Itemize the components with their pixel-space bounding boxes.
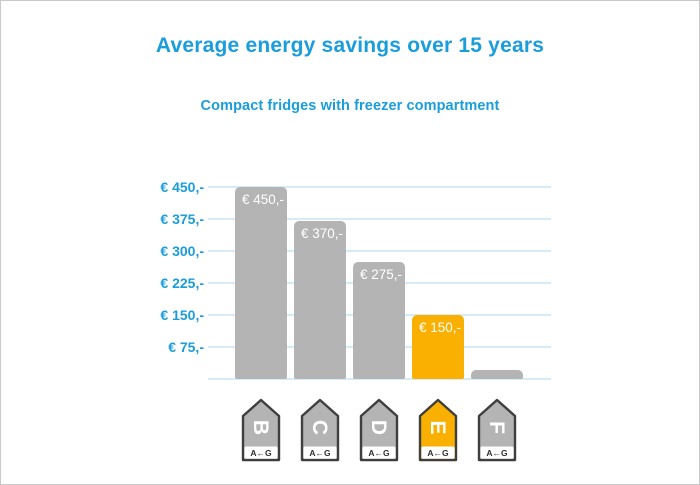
energy-class-label-B: B A←G xyxy=(240,397,282,463)
energy-scale-a-to-g-text: A←G xyxy=(368,448,390,458)
energy-class-letter: B xyxy=(249,420,272,435)
energy-class-label-E: E A←G xyxy=(417,397,459,463)
energy-class-label-F: F A←G xyxy=(476,397,518,463)
bar-B: € 450,- xyxy=(235,187,287,379)
bar-value-label: € 370,- xyxy=(301,226,344,241)
y-axis-tick-label: € 75,- xyxy=(168,339,204,355)
gridline xyxy=(208,378,551,380)
energy-scale-a-to-g-text: A←G xyxy=(309,448,331,458)
energy-scale-a-to-g-text: A←G xyxy=(427,448,449,458)
page-title: Average energy savings over 15 years xyxy=(155,34,545,57)
bar-C: € 370,- xyxy=(294,221,346,379)
energy-class-letter: E xyxy=(426,420,449,434)
y-axis-tick-label: € 225,- xyxy=(160,275,204,291)
gridline xyxy=(208,186,551,188)
gridline xyxy=(208,250,551,252)
bar-value-label: € 150,- xyxy=(419,320,462,335)
energy-class-label-C: C A←G xyxy=(299,397,341,463)
energy-class-letter: D xyxy=(367,420,390,435)
bar-value-label: € 450,- xyxy=(242,192,285,207)
gridline xyxy=(208,218,551,220)
bar-value-label: € 275,- xyxy=(360,267,403,282)
bar-E: € 150,- xyxy=(412,315,464,379)
energy-scale-a-to-g-text: A←G xyxy=(250,448,272,458)
energy-scale-a-to-g-text: A←G xyxy=(486,448,508,458)
bar-D: € 275,- xyxy=(353,262,405,379)
y-axis-tick-label: € 150,- xyxy=(160,307,204,323)
y-axis-tick-label: € 300,- xyxy=(160,243,204,259)
bar-F xyxy=(471,370,523,379)
energy-class-label-D: D A←G xyxy=(358,397,400,463)
energy-class-letter: C xyxy=(308,420,331,435)
energy-class-letter: F xyxy=(485,421,508,434)
y-axis-tick-label: € 450,- xyxy=(160,179,204,195)
y-axis-tick-label: € 375,- xyxy=(160,211,204,227)
chart-subtitle: Compact fridges with freezer compartment xyxy=(200,98,500,114)
